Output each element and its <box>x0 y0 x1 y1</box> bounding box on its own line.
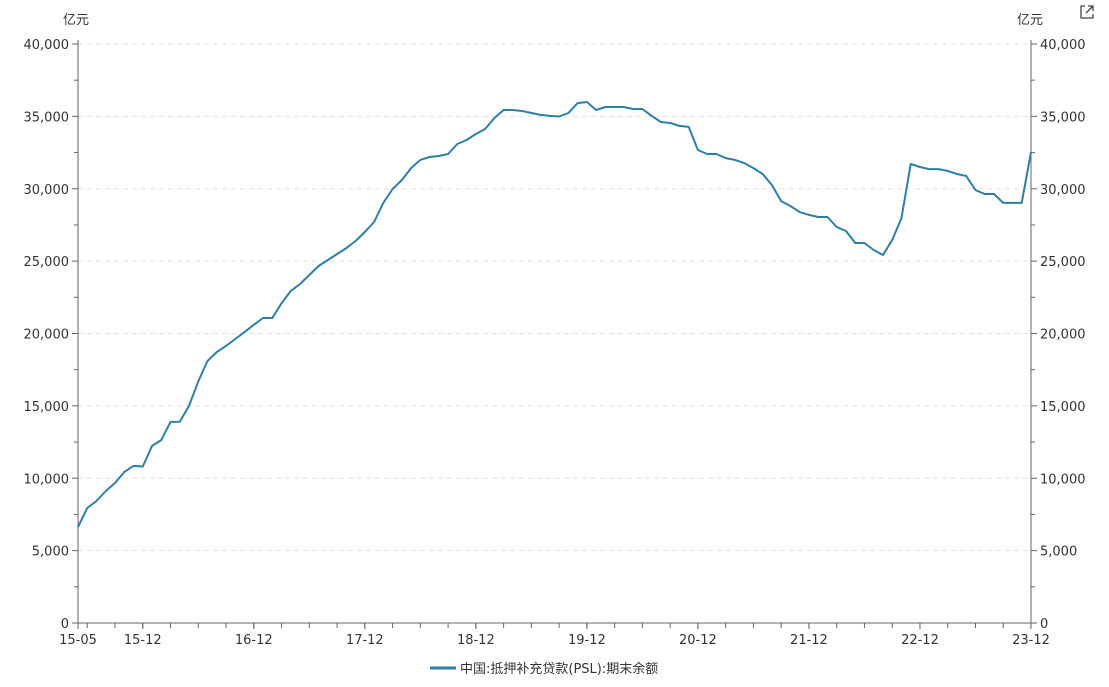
axes <box>72 40 1037 629</box>
right-y-tick-label: 15,000 <box>1040 400 1086 415</box>
series-line-psl <box>77 101 1032 528</box>
x-tick-labels: 15-05 15-12 16-12 17-12 18-12 19-12 20-12 21-12… <box>59 633 1050 648</box>
right-y-tick-label: 40,000 <box>1040 38 1086 53</box>
left-y-tick-label: 30,000 <box>24 183 70 198</box>
right-y-tick-labels: 0 5,000 10,000 15,000 20,000 25,000 30,000 35,0… <box>1040 38 1086 632</box>
x-tick-label: 20-12 <box>679 633 717 648</box>
left-y-tick-label: 10,000 <box>24 472 70 487</box>
x-tick-label: 18-12 <box>457 633 495 648</box>
left-y-tick-label: 25,000 <box>24 255 70 270</box>
x-tick-label: 15-12 <box>124 633 162 648</box>
left-y-tick-label: 20,000 <box>24 328 70 343</box>
x-tick-label: 15-05 <box>59 633 97 648</box>
right-y-tick-label: 5,000 <box>1040 545 1077 560</box>
gridlines <box>78 43 1031 552</box>
right-y-tick-label: 0 <box>1040 617 1048 632</box>
legend[interactable]: 中国:抵押补充贷款(PSL):期末余额 <box>430 661 658 677</box>
x-tick-label: 19-12 <box>568 633 606 648</box>
left-y-tick-label: 15,000 <box>24 400 70 415</box>
right-y-tick-label: 10,000 <box>1040 472 1086 487</box>
right-y-tick-label: 20,000 <box>1040 328 1086 343</box>
left-y-tick-label: 5,000 <box>32 545 69 560</box>
x-tick-label: 21-12 <box>790 633 828 648</box>
data-points <box>78 102 1031 527</box>
right-y-unit: 亿元 <box>1017 13 1043 28</box>
right-y-tick-label: 25,000 <box>1040 255 1086 270</box>
right-y-tick-label: 30,000 <box>1040 183 1086 198</box>
x-tick-label: 22-12 <box>901 633 939 648</box>
external-link-icon[interactable] <box>1080 5 1094 19</box>
left-y-tick-label: 35,000 <box>24 110 70 125</box>
left-y-tick-label: 0 <box>61 617 69 632</box>
left-y-unit: 亿元 <box>63 13 89 28</box>
left-y-tick-label: 40,000 <box>24 38 70 53</box>
left-y-tick-labels: 0 5,000 10,000 15,000 20,000 25,000 30,000 35,0… <box>24 38 70 632</box>
legend-label: 中国:抵押补充贷款(PSL):期末余额 <box>460 661 658 677</box>
x-tick-label: 16-12 <box>235 633 273 648</box>
right-y-tick-label: 35,000 <box>1040 110 1086 125</box>
x-tick-label: 23-12 <box>1012 633 1050 648</box>
x-tick-label: 17-12 <box>346 633 384 648</box>
